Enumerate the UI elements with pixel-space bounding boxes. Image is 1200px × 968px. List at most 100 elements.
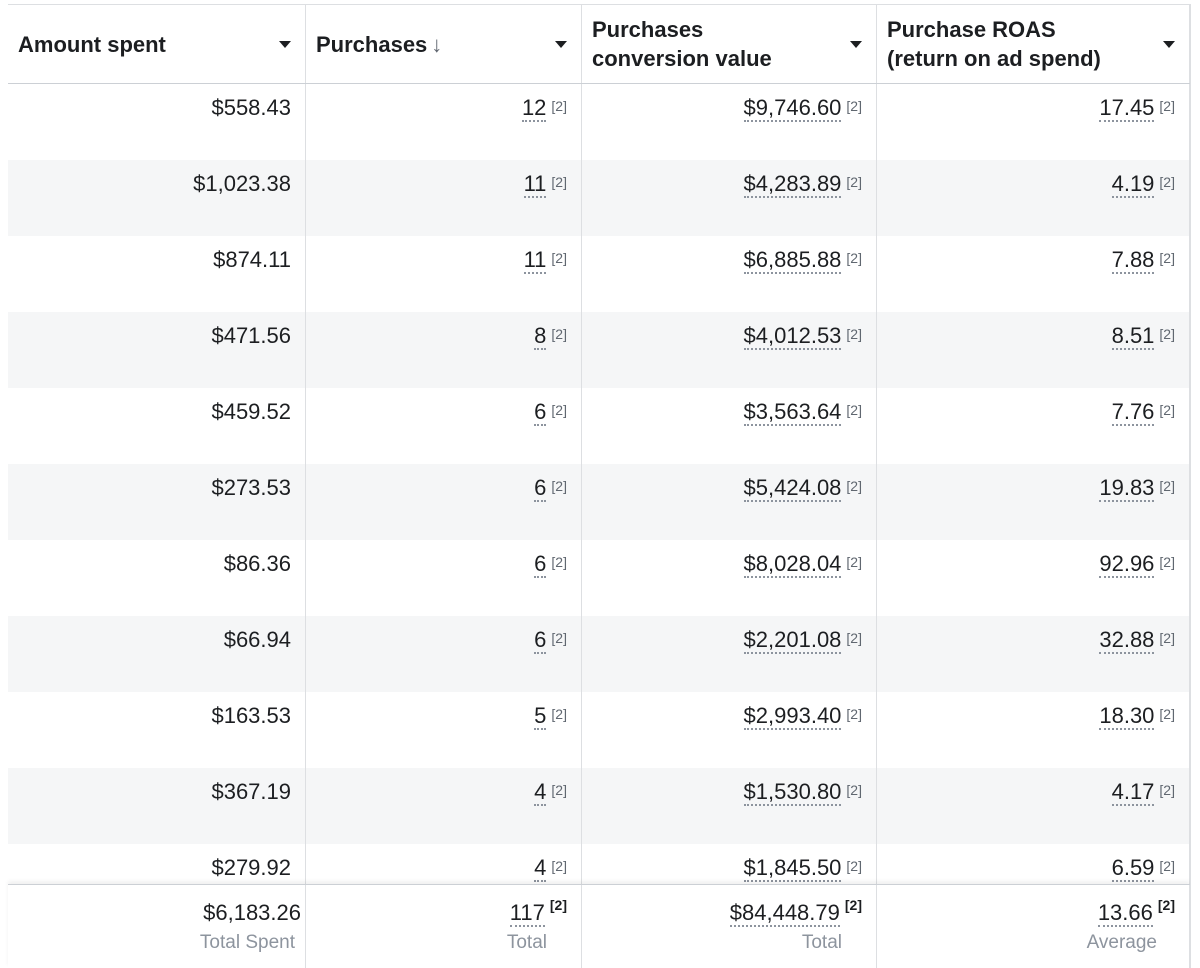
conversion-value-cell: $5,424.08 [2] — [582, 464, 877, 540]
amount-spent-value: $367.19 — [211, 779, 291, 804]
footnote-marker[interactable]: [2] — [1159, 554, 1175, 570]
footnote-marker[interactable]: [2] — [551, 174, 567, 190]
roas-cell: 19.83 [2] — [877, 464, 1190, 540]
footnote-marker[interactable]: [2] — [846, 706, 862, 722]
footnote-marker[interactable]: [2] — [549, 897, 567, 913]
footnote-marker[interactable]: [2] — [551, 630, 567, 646]
roas-value[interactable]: 4.19 — [1111, 171, 1155, 198]
purchases-value[interactable]: 6 — [534, 551, 547, 578]
table-row: $163.53 5 [2] $2,993.40 [2] 18.30 [2] — [8, 692, 1190, 768]
roas-value[interactable]: 32.88 — [1099, 627, 1155, 654]
column-header-purchase-roas[interactable]: Purchase ROAS (return on ad spend) — [877, 5, 1190, 83]
footnote-marker[interactable]: [2] — [551, 478, 567, 494]
footnote-marker[interactable]: [2] — [846, 402, 862, 418]
footnote-marker[interactable]: [2] — [846, 782, 862, 798]
chevron-down-icon[interactable] — [555, 41, 567, 48]
footnote-marker[interactable]: [2] — [1159, 858, 1175, 874]
footnote-marker[interactable]: [2] — [846, 478, 862, 494]
conversion-value[interactable]: $6,885.88 — [743, 247, 842, 274]
total-conversion-value[interactable]: $84,448.79 — [729, 900, 840, 927]
footnote-marker[interactable]: [2] — [846, 174, 862, 190]
chevron-down-icon[interactable] — [850, 41, 862, 48]
footnote-marker[interactable]: [2] — [846, 630, 862, 646]
footnote-marker[interactable]: [2] — [551, 706, 567, 722]
footnote-marker[interactable]: [2] — [1159, 478, 1175, 494]
horizontal-scroll-edge[interactable] — [1190, 4, 1200, 968]
conversion-value[interactable]: $2,993.40 — [743, 703, 842, 730]
footnote-marker[interactable]: [2] — [846, 554, 862, 570]
footnote-marker[interactable]: [2] — [1157, 897, 1175, 913]
footnote-marker[interactable]: [2] — [551, 250, 567, 266]
footnote-marker[interactable]: [2] — [551, 98, 567, 114]
purchases-value[interactable]: 6 — [534, 399, 547, 426]
roas-value[interactable]: 8.51 — [1111, 323, 1155, 350]
footnote-marker[interactable]: [2] — [551, 326, 567, 342]
footnote-marker[interactable]: [2] — [1159, 250, 1175, 266]
column-header-purchases-conversion-value[interactable]: Purchases conversion value — [582, 5, 877, 83]
purchases-value[interactable]: 8 — [534, 323, 547, 350]
roas-value[interactable]: 19.83 — [1099, 475, 1155, 502]
chevron-down-icon[interactable] — [279, 41, 291, 48]
conversion-value[interactable]: $4,283.89 — [743, 171, 842, 198]
roas-value[interactable]: 17.45 — [1099, 95, 1155, 122]
conversion-value[interactable]: $2,201.08 — [743, 627, 842, 654]
footnote-marker[interactable]: [2] — [846, 98, 862, 114]
table-row: $66.94 6 [2] $2,201.08 [2] 32.88 [2] — [8, 616, 1190, 692]
footnote-marker[interactable]: [2] — [1159, 326, 1175, 342]
footnote-marker[interactable]: [2] — [844, 897, 862, 913]
conversion-value[interactable]: $8,028.04 — [743, 551, 842, 578]
roas-cell: 32.88 [2] — [877, 616, 1190, 692]
footnote-marker[interactable]: [2] — [846, 858, 862, 874]
purchases-value[interactable]: 11 — [523, 247, 547, 274]
footnote-marker[interactable]: [2] — [1159, 630, 1175, 646]
conversion-value[interactable]: $1,530.80 — [743, 779, 842, 806]
conversion-value[interactable]: $1,845.50 — [743, 855, 842, 882]
purchases-value[interactable]: 6 — [534, 475, 547, 502]
chevron-down-icon[interactable] — [1163, 41, 1175, 48]
total-purchases[interactable]: 117 — [509, 900, 545, 927]
roas-value[interactable]: 92.96 — [1099, 551, 1155, 578]
purchases-cell: 12 [2] — [306, 84, 582, 160]
amount-spent-value: $1,023.38 — [193, 171, 291, 196]
table-row: $86.36 6 [2] $8,028.04 [2] 92.96 [2] — [8, 540, 1190, 616]
footnote-marker[interactable]: [2] — [1159, 174, 1175, 190]
footnote-marker[interactable]: [2] — [846, 326, 862, 342]
column-header-purchases[interactable]: Purchases ↓ — [306, 5, 582, 83]
purchases-value[interactable]: 5 — [534, 703, 547, 730]
conversion-value[interactable]: $3,563.64 — [743, 399, 842, 426]
purchases-value[interactable]: 4 — [534, 855, 547, 882]
purchases-value[interactable]: 6 — [534, 627, 547, 654]
purchases-cell: 4 [2] — [306, 844, 582, 920]
footnote-marker[interactable]: [2] — [551, 782, 567, 798]
roas-value[interactable]: 18.30 — [1099, 703, 1155, 730]
footnote-marker[interactable]: [2] — [551, 858, 567, 874]
roas-cell: 7.88 [2] — [877, 236, 1190, 312]
purchases-value[interactable]: 11 — [523, 171, 547, 198]
footnote-marker[interactable]: [2] — [1159, 402, 1175, 418]
purchases-value[interactable]: 12 — [521, 95, 547, 122]
amount-spent-cell: $459.52 — [8, 388, 306, 464]
sort-descending-icon[interactable]: ↓ — [431, 31, 443, 57]
column-header-label: Purchase ROAS (return on ad spend) — [887, 17, 1101, 71]
roas-value[interactable]: 7.88 — [1111, 247, 1155, 274]
ads-metrics-table: Amount spent Purchases ↓ Purchases conver… — [8, 4, 1190, 968]
conversion-value[interactable]: $4,012.53 — [743, 323, 842, 350]
footnote-marker[interactable]: [2] — [1159, 782, 1175, 798]
footnote-marker[interactable]: [2] — [1159, 98, 1175, 114]
amount-spent-value: $874.11 — [213, 247, 291, 272]
footnote-marker[interactable]: [2] — [551, 554, 567, 570]
footnote-marker[interactable]: [2] — [1159, 706, 1175, 722]
column-header-label: Purchases conversion value — [592, 17, 772, 71]
total-conversion-value-cell: $84,448.79 [2] Total — [582, 885, 877, 968]
average-roas[interactable]: 13.66 — [1097, 900, 1153, 927]
footnote-marker[interactable]: [2] — [551, 402, 567, 418]
roas-value[interactable]: 4.17 — [1111, 779, 1155, 806]
column-header-amount-spent[interactable]: Amount spent — [8, 5, 306, 83]
conversion-value[interactable]: $9,746.60 — [743, 95, 842, 122]
roas-value[interactable]: 7.76 — [1111, 399, 1155, 426]
purchases-value[interactable]: 4 — [534, 779, 547, 806]
conversion-value-cell: $2,993.40 [2] — [582, 692, 877, 768]
conversion-value[interactable]: $5,424.08 — [743, 475, 842, 502]
footnote-marker[interactable]: [2] — [846, 250, 862, 266]
roas-value[interactable]: 6.59 — [1111, 855, 1155, 882]
